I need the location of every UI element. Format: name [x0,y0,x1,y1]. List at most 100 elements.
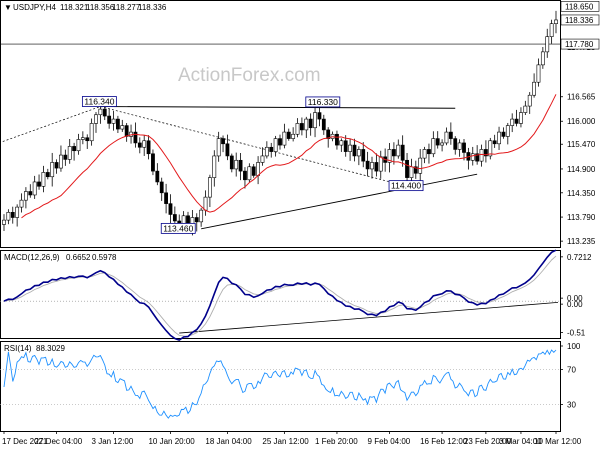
candle [392,142,396,165]
candle [234,152,239,177]
candle-body-down [172,214,177,222]
rsi-axis-label: 100 [567,342,581,351]
candle [536,58,541,87]
price-header: ▼ USDJPY,H4 118.321 118.356 118.277 118.… [4,3,167,12]
candle [247,163,252,183]
price-axis-label: 116.000 [567,117,596,126]
candle [225,134,230,161]
macd-panel-frame [0,250,561,339]
candle-body-down [116,118,120,130]
candle-body-up [457,142,462,150]
candle-body-up [59,154,63,169]
candle-body-down [37,181,41,187]
rsi-axis-label: 70 [567,365,576,374]
candle-body-up [67,146,72,160]
candle [76,133,81,155]
candle [50,152,55,187]
candle-body-down [63,154,68,160]
candle [321,114,326,135]
annotation-label: 116.340 [84,97,114,107]
candle-body-up [76,139,81,152]
candle [444,127,449,146]
candle [107,109,112,129]
candle-body-up [32,181,37,196]
candle-body-down [251,166,256,176]
candle-body-up [532,81,536,96]
candle-body-down [221,138,225,145]
price-annotation: 114.400 [388,180,424,192]
candle [80,131,85,145]
low-value: 118.277 [112,3,141,12]
candle-body-down [484,149,488,157]
candle [519,107,523,128]
candle-body-up [256,162,260,176]
candle-body-down [501,131,506,137]
macd-trendline [179,301,559,334]
candle-body-down [137,142,142,148]
candle-body-up [497,131,501,145]
candle [6,209,11,225]
candle-body-up [378,156,383,172]
candle-body-down [107,115,112,124]
candle-body-up [273,138,278,152]
time-axis-label: 10 Mar 12:00 [534,437,582,446]
time-axis-label: 3 Jan 12:00 [92,437,134,446]
candle-body-down [229,155,234,170]
candle-body-up [549,23,554,37]
price-badge: 117.780 [560,38,600,50]
price-annotation: 116.340 [81,96,117,107]
time-axis-label: 27 Dec 04:00 [35,437,83,446]
candle [2,214,6,231]
candle [326,127,331,148]
candle [488,137,493,160]
time-axis-label: 18 Jan 04:00 [205,437,252,446]
candle [10,206,15,224]
price-axis-label: 114.900 [567,165,596,174]
candle [313,107,317,138]
candle [45,168,50,180]
annotation-box [81,96,117,107]
candle-body-down [194,217,199,223]
candle [133,122,138,148]
candle-body-down [10,212,15,218]
watermark: ActionForex.com [178,65,321,86]
macd-signal-line [3,255,557,337]
candle [221,135,225,153]
price-badge-box [560,14,600,26]
candle-body-up [6,212,11,221]
candle [208,174,212,208]
time-axis-label: 17 Dec 2021 [2,437,48,446]
candle [400,135,405,167]
candle [54,159,59,174]
candle [356,146,361,166]
candle-body-down [400,144,405,161]
candle-body-down [427,149,431,155]
candle-body-down [164,192,168,204]
candle [514,109,519,127]
annotation-label: 116.330 [308,97,338,107]
candle-body-up [291,133,296,139]
candle [339,138,344,152]
candle-body-up [50,162,55,178]
candle [251,163,256,178]
candle [501,127,506,139]
candle [418,149,423,182]
candle [146,135,151,160]
candle [540,47,545,69]
candle [28,184,33,198]
candle [378,150,383,179]
candle-body-down [168,203,173,215]
candle [554,10,558,34]
candle-body-up [523,105,528,113]
candle-body-up [527,94,532,107]
close-value: 118.336 [138,3,167,12]
price-badge-label: 118.336 [565,16,594,25]
candle-body-down [413,166,418,174]
candle-body-up [260,155,265,163]
candle [137,137,142,154]
candle-body-down [300,123,304,131]
candle [85,134,90,149]
candle [484,140,488,163]
macd-signal-value: 0.5978 [92,253,117,262]
candle [212,150,217,187]
